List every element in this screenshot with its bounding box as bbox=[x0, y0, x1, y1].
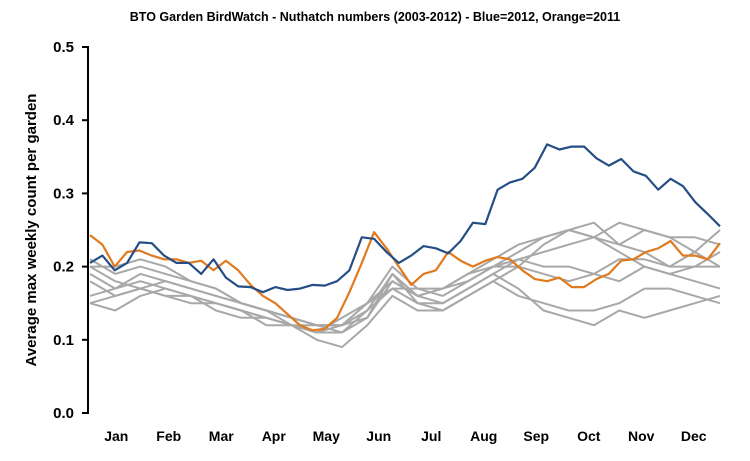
x-ticks: Jan Feb Mar Apr May Jun Jul Aug Sep Oct Nov Dec bbox=[104, 428, 707, 444]
x-tick-label: Aug bbox=[470, 428, 497, 444]
x-tick-label: Mar bbox=[209, 428, 234, 444]
series-line-grey-7 bbox=[89, 265, 721, 334]
series-line-grey-3 bbox=[89, 280, 721, 349]
x-tick-label: Apr bbox=[262, 428, 287, 444]
x-tick-label: May bbox=[313, 428, 340, 444]
x-tick-label: Nov bbox=[628, 428, 655, 444]
y-tick-label: 0.4 bbox=[53, 112, 75, 129]
y-axis-label: Average max weekly count per garden bbox=[23, 94, 40, 367]
y-tick-label: 0.0 bbox=[53, 405, 74, 422]
x-tick-label: Oct bbox=[577, 428, 601, 444]
series-layer bbox=[89, 143, 721, 349]
y-tick-label: 0.1 bbox=[53, 332, 74, 349]
x-tick-label: Jan bbox=[104, 428, 128, 444]
series-line-grey-4 bbox=[89, 236, 721, 334]
y-tick-label: 0.2 bbox=[53, 259, 74, 276]
x-tick-label: Jul bbox=[421, 428, 441, 444]
y-tick-label: 0.5 bbox=[53, 39, 74, 56]
y-tick-label: 0.3 bbox=[53, 185, 74, 202]
series-line-2011 bbox=[89, 231, 721, 332]
x-tick-label: Dec bbox=[681, 428, 707, 444]
x-tick-label: Sep bbox=[523, 428, 549, 444]
series-line-2012 bbox=[89, 143, 721, 294]
chart-title: BTO Garden BirdWatch - Nuthatch numbers … bbox=[130, 10, 620, 24]
x-tick-label: Feb bbox=[156, 428, 181, 444]
y-ticks: 0.0 0.1 0.2 0.3 0.4 0.5 bbox=[53, 39, 88, 422]
x-tick-label: Jun bbox=[366, 428, 391, 444]
